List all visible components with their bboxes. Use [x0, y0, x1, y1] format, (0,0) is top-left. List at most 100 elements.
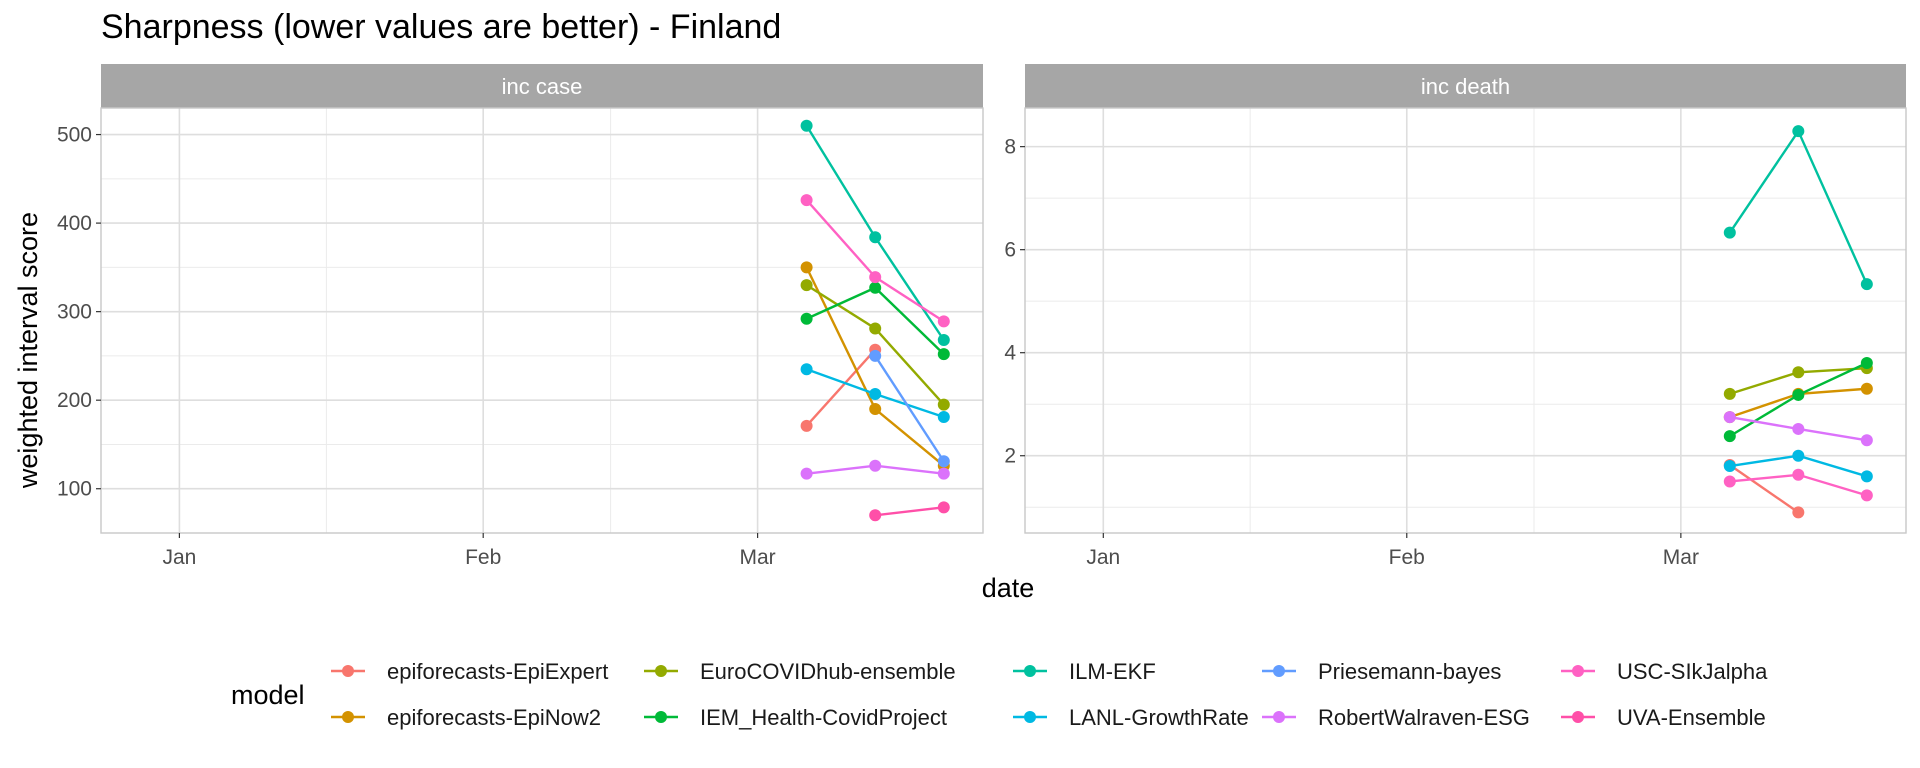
- data-point: [1723, 411, 1736, 424]
- y-tick-label: 4: [1004, 342, 1016, 365]
- series-RobertWalraven-ESG: [1723, 411, 1873, 447]
- legend-key-point: [1273, 711, 1285, 723]
- legend-key-point: [342, 665, 354, 677]
- data-point: [800, 119, 813, 132]
- data-point: [1723, 387, 1736, 400]
- data-point: [1723, 226, 1736, 239]
- legend-label: epiforecasts-EpiExpert: [387, 659, 608, 684]
- legend-key-point: [1572, 711, 1584, 723]
- data-point: [800, 194, 813, 207]
- data-point: [1860, 489, 1873, 502]
- y-tick-label: 100: [57, 478, 92, 501]
- legend-label: EuroCOVIDhub-ensemble: [700, 659, 956, 684]
- data-point: [937, 398, 950, 411]
- data-point: [800, 261, 813, 274]
- panel-border: [100, 107, 984, 534]
- series-UVA-Ensemble: [869, 501, 950, 522]
- legend-item: IEM_Health-CovidProject: [644, 705, 947, 730]
- legend-key-point: [655, 711, 667, 723]
- data-point: [1723, 430, 1736, 443]
- data-point: [1723, 475, 1736, 488]
- y-tick-label: 8: [1004, 136, 1016, 159]
- series-EuroCOVIDhub-ensemble: [800, 279, 950, 411]
- facet-strip: [101, 64, 983, 108]
- y-tick-label: 2: [1004, 445, 1016, 468]
- x-axis-title: date: [982, 573, 1035, 603]
- data-point: [869, 509, 882, 522]
- data-point: [1792, 506, 1805, 519]
- facet-panel-1: inc death 2 4 6 8 Jan Feb Mar: [1004, 64, 1907, 569]
- legend-key-point: [1273, 665, 1285, 677]
- data-point: [869, 281, 882, 294]
- series-USC-SIkJalpha: [800, 194, 950, 328]
- data-point: [869, 387, 882, 400]
- series-IEM_Health-CovidProject: [800, 281, 950, 361]
- plot-area: [1025, 108, 1906, 533]
- data-point: [800, 363, 813, 376]
- series-line: [874, 355, 945, 462]
- x-tick-label: Mar: [740, 546, 776, 569]
- legend-label: ILM-EKF: [1069, 659, 1156, 684]
- legend-item: Priesemann-bayes: [1262, 659, 1501, 684]
- data-point: [869, 231, 882, 244]
- legend-title: model: [231, 680, 305, 710]
- series-IEM_Health-CovidProject: [1723, 357, 1873, 443]
- x-tick-label: Jan: [1086, 546, 1120, 569]
- series-ILM-EKF: [1723, 125, 1873, 291]
- facet-strip-label: inc case: [502, 74, 583, 99]
- y-tick-label: 400: [57, 212, 92, 235]
- data-point: [800, 279, 813, 292]
- legend-item: ILM-EKF: [1013, 659, 1156, 684]
- legend-item: RobertWalraven-ESG: [1262, 705, 1530, 730]
- legend-label: IEM_Health-CovidProject: [700, 705, 947, 730]
- data-point: [1792, 468, 1805, 481]
- legend: model epiforecasts-EpiExpert epiforecasts…: [231, 659, 1768, 730]
- data-point: [937, 411, 950, 424]
- data-point: [1860, 278, 1873, 291]
- legend-label: LANL-GrowthRate: [1069, 705, 1249, 730]
- data-point: [1792, 449, 1805, 462]
- x-tick-label: Feb: [465, 546, 501, 569]
- series-line: [875, 506, 944, 517]
- y-tick-label: 300: [57, 301, 92, 324]
- legend-key-point: [1024, 665, 1036, 677]
- y-tick-label: 200: [57, 389, 92, 412]
- legend-label: USC-SIkJalpha: [1617, 659, 1768, 684]
- legend-label: Priesemann-bayes: [1318, 659, 1501, 684]
- legend-item: LANL-GrowthRate: [1013, 705, 1249, 730]
- legend-item: epiforecasts-EpiNow2: [331, 705, 601, 730]
- data-point: [1792, 388, 1805, 401]
- legend-label: RobertWalraven-ESG: [1318, 705, 1530, 730]
- data-point: [1860, 382, 1873, 395]
- data-point: [937, 455, 950, 468]
- y-tick-label: 500: [57, 124, 92, 147]
- x-tick-label: Feb: [1389, 546, 1425, 569]
- legend-item: USC-SIkJalpha: [1561, 659, 1768, 684]
- data-point: [937, 501, 950, 514]
- legend-key-point: [655, 665, 667, 677]
- legend-item: EuroCOVIDhub-ensemble: [644, 659, 956, 684]
- x-tick-label: Jan: [162, 546, 196, 569]
- legend-label: UVA-Ensemble: [1617, 705, 1766, 730]
- legend-key-point: [342, 711, 354, 723]
- x-tick-label: Mar: [1663, 546, 1699, 569]
- series-LANL-GrowthRate: [800, 363, 950, 424]
- data-point: [869, 459, 882, 472]
- legend-key-point: [1572, 665, 1584, 677]
- facet-panel-0: inc case 100 200 300 400 500 Jan Feb Mar: [57, 64, 984, 569]
- data-point: [800, 312, 813, 325]
- data-point: [869, 271, 882, 284]
- series-Priesemann-bayes: [869, 349, 950, 468]
- y-tick-label: 6: [1004, 239, 1016, 262]
- data-point: [937, 348, 950, 361]
- series-line: [1729, 464, 1800, 514]
- data-point: [937, 333, 950, 346]
- data-point: [1792, 422, 1805, 435]
- series-USC-SIkJalpha: [1723, 468, 1873, 502]
- chart-title: Sharpness (lower values are better) - Fi…: [101, 8, 781, 46]
- facet-strip: [1025, 64, 1906, 108]
- legend-label: epiforecasts-EpiNow2: [387, 705, 601, 730]
- data-point: [869, 403, 882, 416]
